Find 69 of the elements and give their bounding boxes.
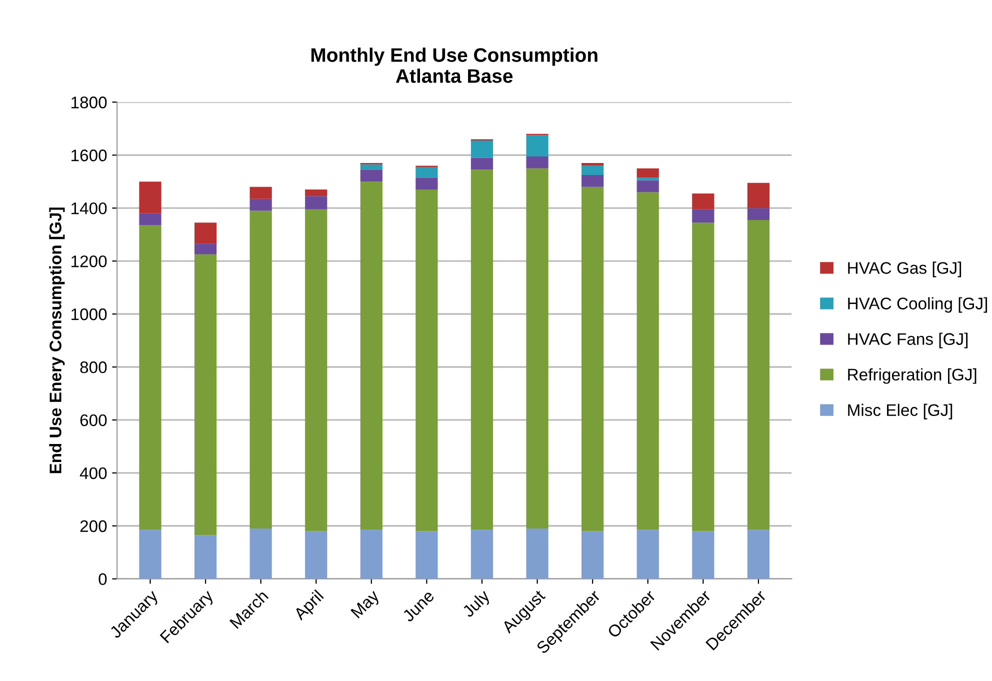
y-tick-label: 400 — [80, 467, 107, 480]
bar — [305, 531, 328, 579]
bar — [636, 192, 659, 530]
y-tick-label: 600 — [80, 414, 107, 426]
bar — [416, 190, 438, 532]
bar — [692, 209, 714, 223]
bar — [360, 530, 382, 579]
bar — [360, 164, 382, 170]
bar — [582, 166, 604, 175]
bar — [526, 168, 548, 529]
y-tick-label: 200 — [80, 520, 107, 532]
bar — [139, 182, 162, 214]
bar — [526, 156, 548, 168]
bar — [416, 178, 438, 190]
bar — [360, 170, 382, 182]
legend-label: HVAC Fans [GJ] — [848, 332, 968, 348]
bar — [636, 530, 659, 579]
y-axis-title: End Use Enery Consumption [GJ] — [49, 208, 65, 474]
y-tick-label: 1000 — [72, 308, 107, 320]
bar — [194, 244, 217, 254]
bar — [582, 531, 604, 579]
bar — [360, 182, 382, 530]
y-tick-label: 0 — [98, 573, 107, 586]
bar — [526, 528, 548, 579]
x-tick-label: July — [461, 588, 493, 620]
y-tick-label: 1800 — [72, 96, 107, 108]
bar — [747, 220, 770, 530]
bar — [250, 198, 272, 211]
legend-label: HVAC Gas [GJ] — [848, 262, 962, 278]
bar — [250, 528, 272, 579]
bar — [636, 180, 659, 192]
bar — [250, 210, 272, 529]
bar — [250, 186, 272, 199]
bar — [139, 225, 162, 530]
bar — [194, 535, 217, 579]
bar — [305, 209, 328, 532]
bar — [747, 208, 770, 220]
bar — [747, 182, 770, 208]
legend-label: HVAC Cooling [GJ] — [848, 297, 987, 313]
y-tick-label: 1200 — [72, 255, 107, 268]
bar — [416, 167, 438, 178]
bar — [582, 174, 604, 187]
bar — [305, 196, 328, 210]
bar — [470, 158, 494, 170]
bar — [526, 135, 548, 156]
chart-title: Monthly End Use Consumption Atlanta Base — [311, 48, 598, 83]
y-tick-label: 1400 — [72, 202, 107, 214]
bar — [692, 222, 714, 532]
bar — [139, 530, 162, 579]
bar — [194, 222, 217, 244]
y-tick-label: 800 — [80, 361, 107, 374]
bar — [747, 530, 770, 579]
bar — [194, 254, 217, 536]
bar — [692, 194, 714, 210]
bar — [139, 213, 162, 226]
bar — [582, 163, 604, 166]
legend-label: Refrigeration [GJ] — [848, 368, 976, 384]
legend-label: Misc Elec [GJ] — [848, 404, 952, 420]
y-tick-label: 1600 — [72, 150, 107, 162]
bar — [692, 531, 714, 579]
bar — [416, 531, 438, 579]
bar — [582, 186, 604, 532]
bar — [305, 190, 328, 196]
bar — [470, 170, 494, 530]
bar — [636, 178, 659, 180]
bar — [470, 530, 494, 579]
bar — [470, 140, 494, 158]
x-tick-label: May — [350, 589, 382, 621]
bar — [636, 168, 659, 178]
